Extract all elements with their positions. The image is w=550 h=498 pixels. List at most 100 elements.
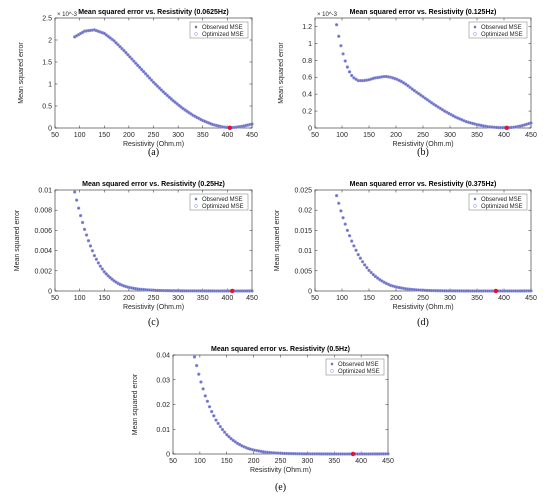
observed-mse-point xyxy=(128,55,132,59)
x-tick-label: 350 xyxy=(328,458,340,465)
x-tick-label: 200 xyxy=(123,295,135,302)
optimized-mse-point xyxy=(124,51,128,55)
observed-mse-point xyxy=(106,274,110,278)
optimized-mse-point xyxy=(250,289,254,293)
observed-mse-point xyxy=(134,61,138,65)
y-tick-label: 0.01 xyxy=(38,188,52,195)
observed-mse-point xyxy=(393,285,397,288)
y-tick-label: 1.5 xyxy=(42,60,52,67)
observed-mse-point xyxy=(77,33,80,36)
observed-mse-point xyxy=(195,116,199,119)
observed-mse-point xyxy=(406,84,410,87)
y-tick-label: 0 xyxy=(308,126,312,133)
observed-mse-point xyxy=(240,289,244,293)
observed-mse-point xyxy=(87,239,90,243)
observed-mse-point xyxy=(413,288,416,291)
observed-mse-point xyxy=(197,372,201,376)
observed-mse-point xyxy=(266,451,269,454)
observed-mse-point xyxy=(335,194,338,197)
observed-mse-point xyxy=(352,76,356,80)
observed-mse-point xyxy=(242,124,246,128)
observed-mse-point xyxy=(173,101,177,104)
optimized-mse-point xyxy=(210,409,214,414)
observed-mse-point xyxy=(223,289,226,293)
observed-mse-point xyxy=(253,448,256,452)
observed-mse-point xyxy=(375,452,379,456)
observed-mse-point xyxy=(484,125,487,128)
optimized-mse-point xyxy=(378,75,382,79)
legend-observed-symbol xyxy=(473,197,477,201)
observed-mse-point xyxy=(259,450,263,453)
observed-mse-point xyxy=(501,126,505,130)
chart-panel-e: 50 100 150 200 250 300 350 400 450 0 0.01 0.02 0.03 0… xyxy=(132,346,394,493)
observed-mse-point xyxy=(120,283,124,287)
observed-mse-point xyxy=(499,126,503,129)
optimized-mse-point xyxy=(218,424,222,429)
observed-mse-point xyxy=(114,280,118,284)
observed-mse-point xyxy=(156,84,159,88)
observed-mse-point xyxy=(417,288,420,292)
optimized-mse-point xyxy=(343,59,347,63)
observed-mse-point xyxy=(445,289,449,293)
optimized-mse-point xyxy=(341,216,345,220)
optimized-mse-point xyxy=(106,274,110,278)
observed-mse-point xyxy=(255,449,259,452)
observed-mse-point xyxy=(257,449,261,453)
observed-mse-point xyxy=(140,288,143,291)
legend-optimized-label: Optimized MSE xyxy=(202,204,244,210)
y-tick-label: 0 xyxy=(308,289,312,296)
observed-mse-point xyxy=(160,88,163,92)
observed-mse-point xyxy=(391,284,395,288)
observed-mse-point xyxy=(480,124,483,127)
x-axis-label: Resistivity (Ohm.m) xyxy=(123,141,184,148)
observed-mse-point xyxy=(150,288,153,292)
observed-mse-point xyxy=(447,289,451,293)
x-tick-label: 300 xyxy=(444,132,456,139)
observed-mse-point xyxy=(475,289,479,293)
observed-mse-point xyxy=(138,66,142,69)
optimized-mse-point xyxy=(343,222,347,226)
observed-mse-point xyxy=(449,289,453,293)
observed-mse-point xyxy=(95,257,98,261)
observed-mse-point xyxy=(372,273,375,276)
y-axis-label: Mean squared error xyxy=(278,42,285,104)
optimum-marker xyxy=(227,125,233,130)
observed-mse-point xyxy=(367,269,371,272)
optimized-mse-point xyxy=(386,75,391,79)
observed-mse-point xyxy=(169,97,173,101)
observed-mse-point xyxy=(354,248,358,252)
observed-mse-point xyxy=(203,120,207,123)
observed-mse-point xyxy=(339,452,342,456)
optimized-mse-point xyxy=(75,198,79,202)
observed-mse-point xyxy=(337,34,341,38)
observed-mse-point xyxy=(473,122,477,126)
observed-mse-point xyxy=(408,287,412,291)
x-tick-label: 100 xyxy=(336,132,348,139)
observed-mse-point xyxy=(270,451,274,455)
y-multiplier-label: × 10^-3 xyxy=(317,12,338,18)
observed-mse-point xyxy=(236,289,240,293)
observed-mse-point xyxy=(434,289,438,292)
x-tick-label: 400 xyxy=(498,132,510,139)
observed-mse-point xyxy=(309,452,312,456)
observed-mse-point xyxy=(191,113,195,117)
observed-mse-point xyxy=(356,253,360,256)
observed-mse-point xyxy=(79,214,82,217)
x-axis-label: Resistivity (Ohm.m) xyxy=(392,141,453,148)
optimized-mse-point xyxy=(207,405,212,409)
optimized-mse-point xyxy=(227,435,231,439)
observed-mse-point xyxy=(475,123,479,126)
observed-mse-point xyxy=(250,122,254,126)
observed-mse-point xyxy=(348,452,351,456)
observed-mse-point xyxy=(305,452,308,456)
chart-title: Mean squared error vs. Resistivity (0.5H… xyxy=(211,346,350,353)
observed-mse-point xyxy=(140,68,143,71)
x-tick-label: 100 xyxy=(74,295,86,302)
observed-mse-point xyxy=(221,428,224,431)
chart-title: Mean squared error vs. Resistivity (0.37… xyxy=(350,181,497,188)
optimized-mse-point xyxy=(149,78,154,82)
optimized-mse-point xyxy=(94,257,99,261)
optimized-mse-point xyxy=(194,363,199,368)
observed-mse-point xyxy=(365,78,369,82)
observed-mse-point xyxy=(404,82,408,86)
